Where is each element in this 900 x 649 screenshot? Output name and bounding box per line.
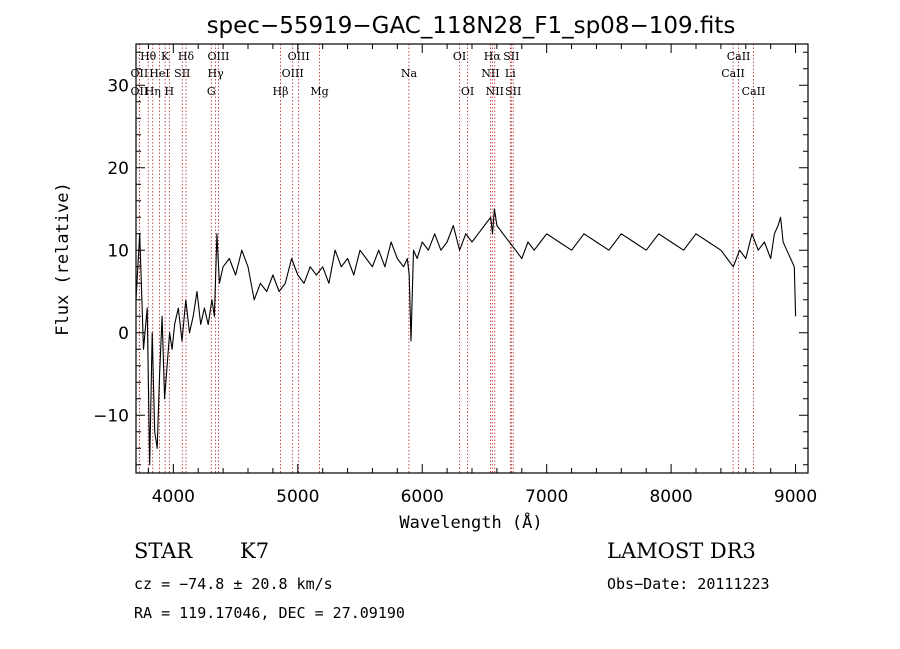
emission-line-label: SII xyxy=(174,67,190,80)
emission-line-label: OII xyxy=(131,85,149,98)
y-tick-label: 0 xyxy=(118,324,129,344)
y-tick-label: −10 xyxy=(93,406,129,426)
x-tick-label: 6000 xyxy=(401,487,444,507)
plot-frame xyxy=(135,43,809,474)
emission-line-label: Hθ xyxy=(140,50,157,63)
emission-line-label: HeI xyxy=(149,67,169,80)
emission-line-label: SII xyxy=(505,85,521,98)
x-tick-label: 9000 xyxy=(774,487,817,507)
x-axis-label: Wavelength (Å) xyxy=(399,511,542,533)
object-subclass: K7 xyxy=(240,539,270,563)
y-tick-label: 30 xyxy=(107,76,129,96)
emission-line-label: CaII xyxy=(721,67,745,80)
emission-line-label: H xyxy=(165,85,175,98)
emission-line-label: Li xyxy=(505,67,516,80)
emission-line-label: OI xyxy=(453,50,466,63)
survey-name: LAMOST DR3 xyxy=(607,539,756,563)
emission-line-label: SII xyxy=(503,50,519,63)
observation-date: Obs−Date: 20111223 xyxy=(607,575,770,593)
x-tick-label: 7000 xyxy=(525,487,568,507)
y-axis-label: Flux (relative) xyxy=(53,182,73,336)
emission-line-label: Na xyxy=(401,67,418,80)
emission-line-label: OI xyxy=(461,85,474,98)
emission-line-label: Hδ xyxy=(178,50,195,63)
emission-line-label: OIII xyxy=(282,67,304,80)
coordinates: RA = 119.17046, DEC = 27.09190 xyxy=(134,604,405,622)
redshift-velocity: cz = −74.8 ± 20.8 km/s xyxy=(134,575,333,593)
y-tick-label: 20 xyxy=(107,159,129,179)
emission-line-label: NII xyxy=(486,85,504,98)
emission-line-label: OII xyxy=(131,67,149,80)
chart-title: spec−55919−GAC_118N28_F1_sp08−109.fits xyxy=(207,13,736,39)
x-tick-label: 5000 xyxy=(276,487,319,507)
y-tick-label: 10 xyxy=(107,241,129,261)
emission-line-label: Mg xyxy=(310,85,328,98)
emission-line-label: Hγ xyxy=(208,67,225,80)
y-axis: −10 0 10 20 30 xyxy=(93,51,808,466)
emission-line-label: NII xyxy=(481,67,499,80)
emission-line-label: CaII xyxy=(742,85,766,98)
emission-line-label: Hβ xyxy=(273,85,289,98)
emission-line-label: OIII xyxy=(288,50,310,63)
emission-line-label: G xyxy=(207,85,216,98)
x-tick-label: 8000 xyxy=(649,487,692,507)
emission-line-label: CaII xyxy=(727,50,751,63)
emission-line-label: K xyxy=(161,50,170,63)
spectrum-line xyxy=(135,208,797,466)
x-axis: 4000 5000 6000 7000 8000 9000 xyxy=(147,44,817,507)
emission-line-markers xyxy=(138,44,754,473)
emission-line-label: Hη xyxy=(145,85,161,98)
object-class: STAR xyxy=(134,539,193,563)
x-tick-label: 4000 xyxy=(152,487,195,507)
emission-line-label: Hα xyxy=(484,50,502,63)
emission-line-label: OIII xyxy=(207,50,229,63)
